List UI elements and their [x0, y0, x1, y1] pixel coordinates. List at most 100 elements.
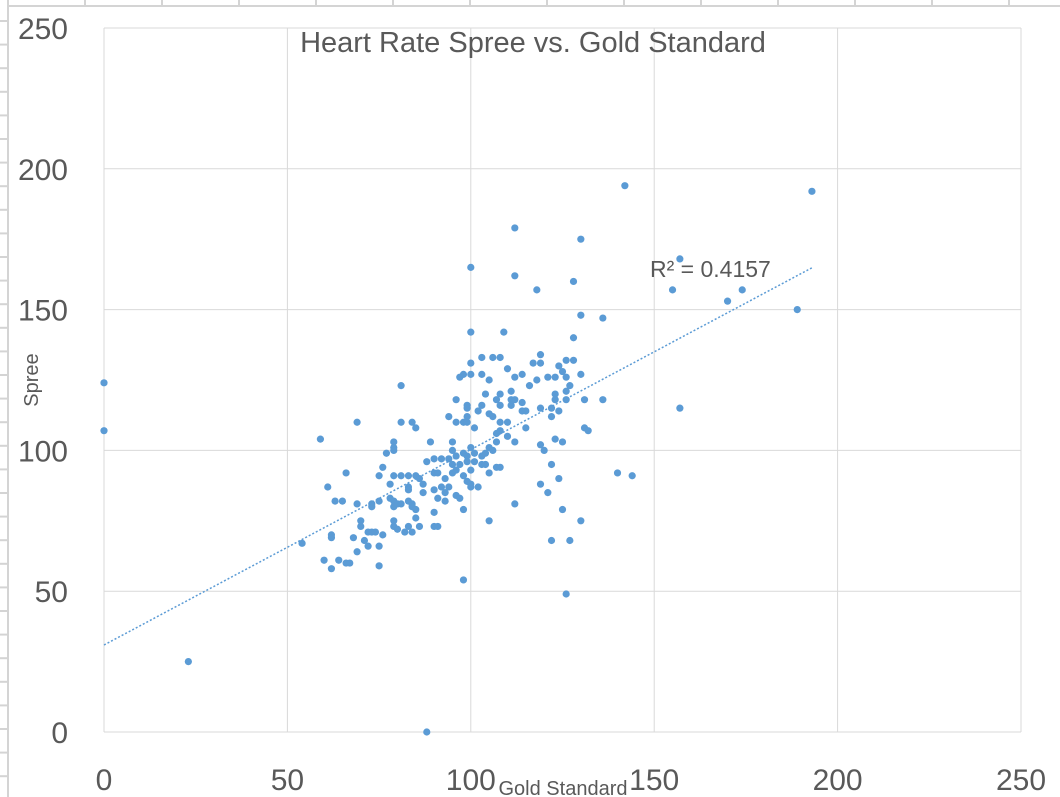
data-point	[441, 474, 449, 483]
data-point	[419, 480, 427, 488]
data-point	[463, 418, 471, 426]
data-point	[390, 438, 398, 446]
data-point	[503, 365, 512, 373]
data-point	[382, 449, 391, 457]
data-point	[544, 489, 552, 497]
data-point	[562, 590, 570, 598]
data-point	[459, 576, 468, 584]
data-point	[503, 432, 512, 440]
data-point	[808, 187, 816, 195]
data-point	[463, 452, 471, 460]
data-point	[555, 362, 563, 370]
data-point	[481, 460, 490, 469]
data-point	[357, 517, 365, 525]
data-point	[562, 356, 570, 364]
data-point	[412, 505, 420, 514]
data-point	[448, 446, 457, 454]
data-point	[577, 517, 585, 525]
data-point	[467, 359, 475, 367]
data-point	[599, 396, 607, 404]
y-tick-label: 100	[18, 435, 68, 468]
data-point	[511, 500, 519, 508]
data-point	[584, 427, 592, 435]
data-point	[551, 435, 559, 443]
data-point	[676, 255, 684, 263]
data-point	[412, 424, 420, 432]
data-point	[100, 379, 108, 387]
data-point	[668, 286, 677, 294]
data-point	[371, 528, 380, 536]
data-point	[467, 370, 475, 378]
data-point	[533, 376, 541, 384]
data-point	[324, 483, 332, 491]
data-point	[503, 418, 512, 426]
data-point	[723, 297, 732, 305]
data-point	[423, 458, 431, 466]
y-tick-label: 250	[18, 13, 68, 46]
data-point	[459, 472, 468, 480]
data-point	[569, 356, 578, 364]
data-point	[558, 505, 567, 514]
data-point	[415, 474, 424, 483]
data-point	[558, 438, 567, 446]
data-point	[547, 536, 556, 545]
data-point	[558, 367, 567, 376]
data-point	[375, 562, 383, 570]
data-point	[327, 534, 336, 542]
data-point	[397, 382, 405, 390]
data-point	[397, 472, 405, 480]
data-point	[459, 505, 468, 514]
data-point	[536, 404, 545, 412]
y-tick-label: 50	[35, 576, 68, 609]
data-point	[511, 224, 519, 232]
data-point	[327, 565, 336, 573]
data-point	[738, 286, 746, 294]
data-point	[492, 438, 501, 446]
data-point	[467, 328, 475, 336]
data-point	[459, 370, 468, 378]
data-point	[555, 474, 563, 483]
x-tick-label: 150	[629, 764, 679, 797]
data-point	[463, 458, 471, 466]
data-point	[375, 472, 383, 480]
data-point	[507, 387, 515, 395]
data-point	[434, 522, 442, 531]
data-point	[511, 396, 519, 404]
data-point	[349, 534, 358, 542]
data-point	[379, 531, 387, 539]
data-point	[569, 334, 578, 342]
data-point	[445, 483, 453, 491]
data-point	[481, 449, 490, 457]
data-point	[621, 182, 629, 190]
data-point	[577, 311, 585, 319]
data-point	[342, 469, 350, 477]
data-point	[613, 469, 622, 477]
data-point	[474, 407, 482, 415]
data-point	[489, 413, 497, 421]
data-point	[452, 396, 460, 404]
data-point	[478, 370, 486, 378]
x-tick-label: 50	[271, 764, 304, 797]
data-point	[404, 522, 413, 531]
data-point	[470, 424, 479, 432]
data-point	[390, 517, 398, 525]
data-point	[467, 263, 475, 271]
data-point	[423, 728, 431, 736]
data-points	[100, 182, 816, 736]
data-point	[463, 413, 471, 421]
data-point	[412, 514, 420, 522]
chart-gridlines	[103, 27, 1022, 733]
data-point	[430, 508, 438, 516]
data-point	[496, 353, 504, 362]
y-tick-labels: 0 50 100 150 200 250	[18, 13, 68, 750]
data-point	[481, 390, 490, 398]
data-point	[393, 525, 402, 533]
data-point	[397, 418, 405, 426]
data-point	[434, 469, 442, 477]
data-point	[496, 427, 504, 435]
data-point	[463, 404, 471, 412]
data-point	[441, 497, 449, 505]
